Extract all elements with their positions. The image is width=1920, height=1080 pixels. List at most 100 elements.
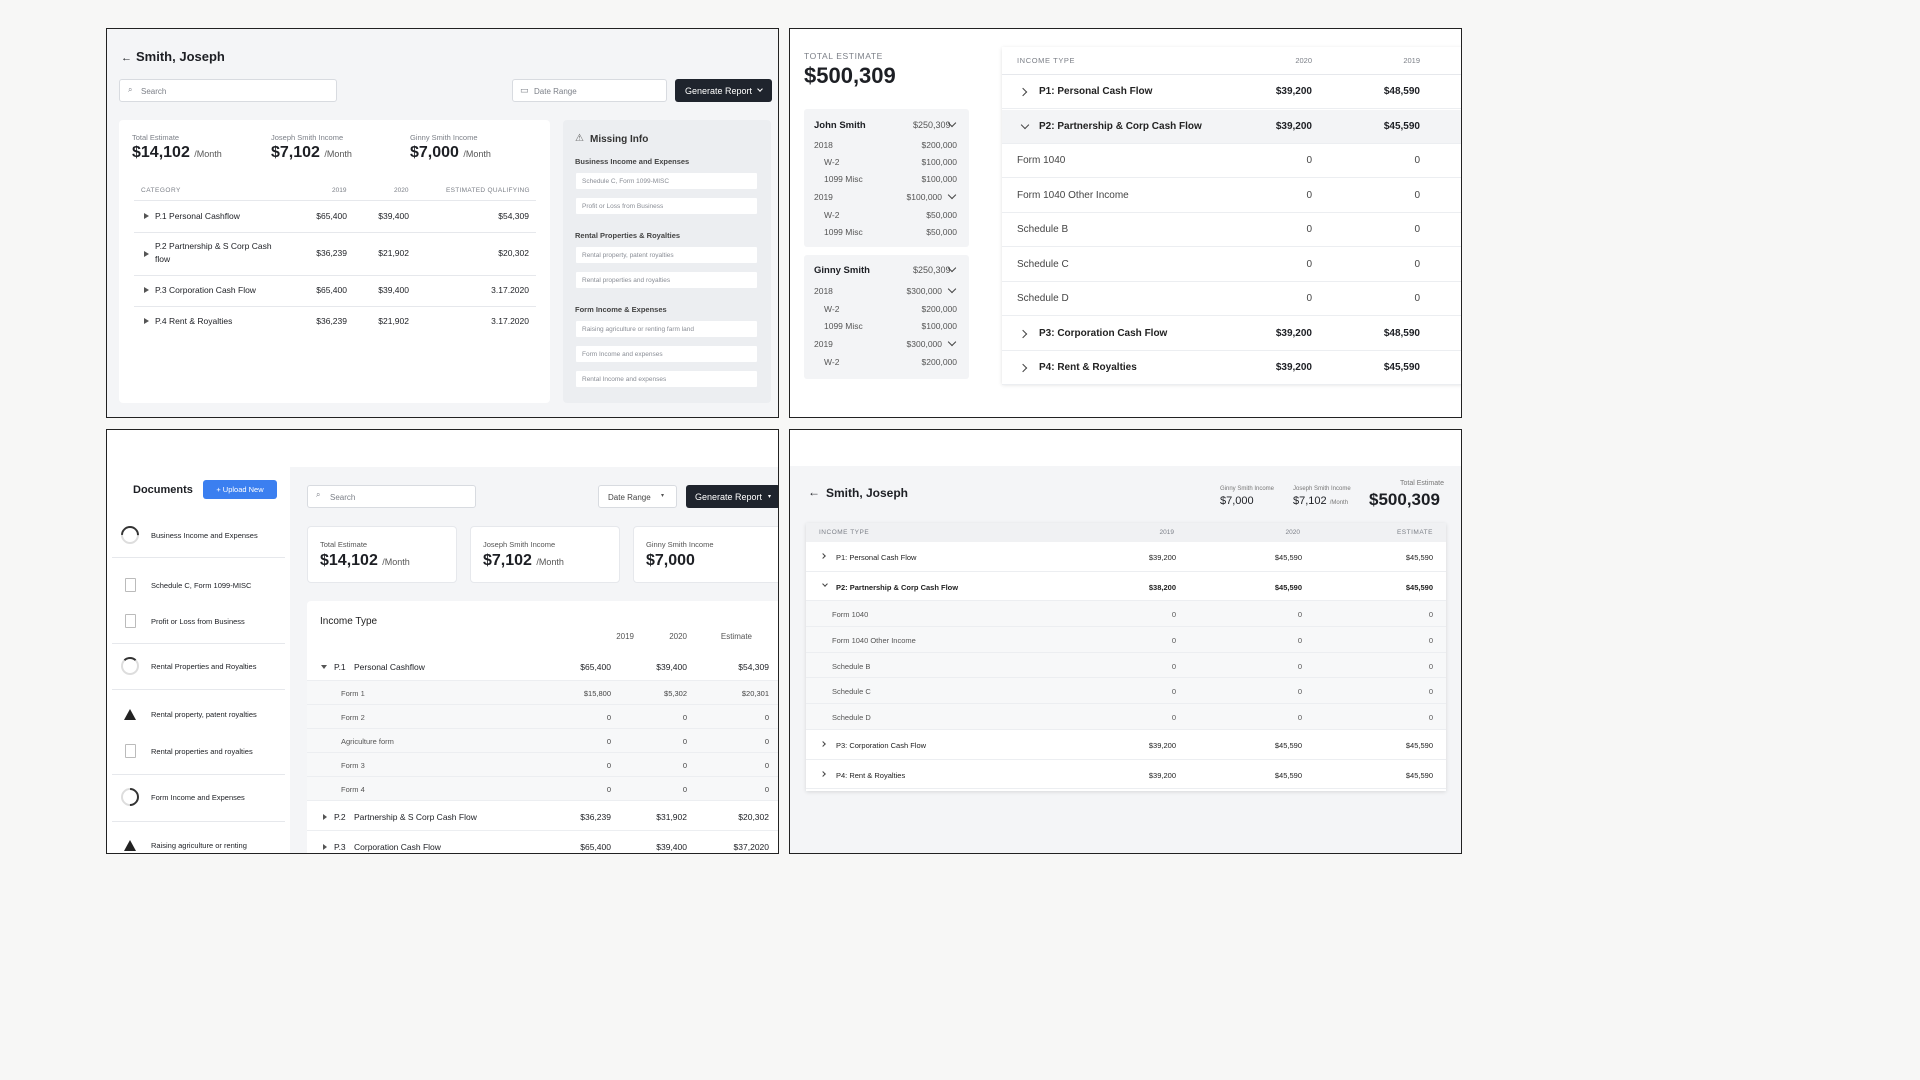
row-2019: 0 [1414,189,1420,201]
chevron-down-icon[interactable] [947,190,957,200]
table-row[interactable]: Form 1040 0 0 0 [806,601,1446,627]
chevron-down-icon[interactable] [947,337,957,347]
missing-item[interactable]: Form Income and expenses [575,345,758,363]
table-row[interactable]: Form 1040 Other Income 0 0 [1002,179,1461,213]
expand-icon[interactable] [144,213,149,219]
table-row[interactable]: Form 2 0 0 0 [307,705,778,729]
table-row[interactable]: P2: Partnership & Corp Cash Flow $39,200 $… [1002,109,1461,144]
row-2019: $15,800 [583,689,611,698]
generate-report-button[interactable]: Generate Report [675,79,772,102]
table-row[interactable]: Form 3 0 0 0 [307,753,778,777]
missing-section-title: Rental Properties & Royalties [575,231,681,240]
row-2020: $45,590 [1274,741,1302,750]
missing-item[interactable]: Rental Income and expenses [575,370,758,388]
chevron-right-icon[interactable] [1018,363,1028,373]
doc-item[interactable]: Rental property, patent royalties [121,709,257,720]
table-row[interactable]: P4: Rent & Royalties $39,200 $45,590 $45,59… [806,760,1446,789]
doc-label: Rental Properties and Royalties [151,661,257,671]
table-row[interactable]: P1: Personal Cash Flow $39,200 $45,590 $45,… [806,542,1446,572]
doc-item[interactable]: Profit or Loss from Business [121,614,245,628]
table-row[interactable]: P.2 Partnership & S Corp Cash flow $36,2… [134,233,536,275]
doc-item[interactable]: Schedule C, Form 1099-MISC [121,578,251,592]
card-label: Total Estimate [320,540,368,549]
row-estimate: $37,2020 [733,842,769,852]
row-name: P4: Rent & Royalties [1039,362,1137,373]
table-row[interactable]: Schedule C 0 0 0 [806,678,1446,705]
table-row[interactable]: Form 1040 Other Income 0 0 0 [806,626,1446,653]
missing-section-title: Form Income & Expenses [575,305,667,314]
table-row[interactable]: P1: Personal Cash Flow $39,200 $48,590 [1002,75,1461,109]
back-arrow-icon[interactable]: ← [121,52,132,64]
expand-icon[interactable] [144,251,149,257]
row-estimate: $45,590 [1405,770,1433,780]
chevron-down-icon[interactable] [822,580,828,587]
row-2020: $39,200 [1275,327,1312,339]
expand-icon[interactable] [144,287,149,293]
item-label: W-2 [824,210,840,220]
table-row[interactable]: Schedule D 0 0 [1002,282,1461,316]
table-row[interactable]: P.3 Corporation Cash Flow $65,400 $39,40… [134,276,536,306]
doc-item[interactable]: Form Income and Expenses [117,784,245,810]
row-estimate: 0 [764,713,769,722]
row-name: Form 1040 Other Income [832,635,916,645]
table-row[interactable]: Agriculture form 0 0 0 [307,729,778,753]
search-input[interactable]: ⌕ Search [307,485,476,508]
table-row[interactable]: Form 1040 0 0 [1002,144,1461,178]
table-row[interactable]: P.1 Personal Cashflow $65,400 $39,400 $5… [134,201,536,232]
search-input[interactable]: ⌕ Search [119,79,337,102]
row-name-cont: flow [155,254,171,264]
table-row[interactable]: Form 4 0 0 0 [307,777,778,801]
table-row[interactable]: P3: Corporation Cash Flow $39,200 $45,590 $… [806,730,1446,760]
missing-item[interactable]: Profit or Loss from Business [575,197,758,215]
caret-right-icon[interactable] [323,844,327,850]
table-row[interactable]: Form 1 $15,800 $5,302 $20,301 [307,681,778,705]
doc-item[interactable]: Business Income and Expenses [117,522,258,548]
date-range-select[interactable]: Date Range ▾ [598,485,677,508]
doc-item[interactable]: Rental properties and royalties [121,744,253,758]
item-label: 1099 Misc [824,321,863,331]
table-row[interactable]: P.4 Rent & Royalties $36,239 $21,902 3.1… [134,307,536,337]
table-row[interactable]: Schedule B 0 0 0 [806,652,1446,679]
expand-icon[interactable] [144,318,149,324]
item-value: $50,000 [926,227,957,237]
chevron-right-icon[interactable] [1018,87,1028,97]
missing-item[interactable]: Rental properties and royalties [575,271,758,289]
row-name: P4: Rent & Royalties [836,770,906,780]
missing-item[interactable]: Schedule C, Form 1099-MISC [575,172,758,190]
chevron-right-icon[interactable] [820,770,826,777]
chevron-right-icon[interactable] [820,553,826,559]
table-row[interactable]: P.2 Partnership & S Corp Cash Flow $36,239… [307,801,778,831]
missing-item[interactable]: Rental property, patent royalties [575,246,758,264]
row-2019: 0 [1414,155,1420,166]
chevron-down-icon[interactable] [947,284,957,294]
joseph-income-card: Joseph Smith Income $7,102 /Month [470,526,620,583]
upload-new-button[interactable]: + Upload New [203,480,277,499]
table-row[interactable]: P3: Corporation Cash Flow $39,200 $48,590 [1002,317,1461,351]
row-2020: $45,590 [1274,582,1302,592]
item-value: $100,000 [921,174,957,184]
table-row[interactable]: Schedule B 0 0 [1002,213,1461,247]
item-value: $200,000 [921,304,957,314]
caret-right-icon[interactable] [323,814,327,820]
table-row[interactable]: P.3 Corporation Cash Flow $65,400 $39,400 $3… [307,831,778,853]
back-arrow-icon[interactable]: ← [808,485,820,499]
table-row[interactable]: P2: Partnership & Corp Cash Flow $38,200 $… [806,572,1446,601]
table-row[interactable]: Schedule D 0 0 0 [806,704,1446,730]
col-header-2019: 2019 [1159,529,1174,536]
total-estimate-value: $14,102 /Month [132,144,222,161]
row-estimate: 0 [1428,610,1433,619]
generate-report-button[interactable]: Generate Report ▾ [686,485,778,508]
chevron-down-icon[interactable] [1020,120,1030,129]
doc-item[interactable]: Rental Properties and Royalties [121,657,256,675]
table-row[interactable]: P.1 Personal Cashflow $65,400 $39,400 $54,30… [307,651,778,681]
chevron-right-icon[interactable] [820,741,826,747]
row-2019: 0 [1171,610,1176,619]
caret-down-icon[interactable] [321,665,327,669]
missing-item[interactable]: Raising agriculture or renting farm land [575,320,758,338]
doc-item[interactable]: Raising agriculture or renting [121,840,247,851]
item-label: W-2 [824,157,840,167]
date-range-input[interactable]: ▭ Date Range [512,79,667,102]
chevron-right-icon[interactable] [1018,329,1028,338]
table-row[interactable]: P4: Rent & Royalties $39,200 $45,590 [1002,351,1461,385]
table-row[interactable]: Schedule C 0 0 [1002,248,1461,282]
